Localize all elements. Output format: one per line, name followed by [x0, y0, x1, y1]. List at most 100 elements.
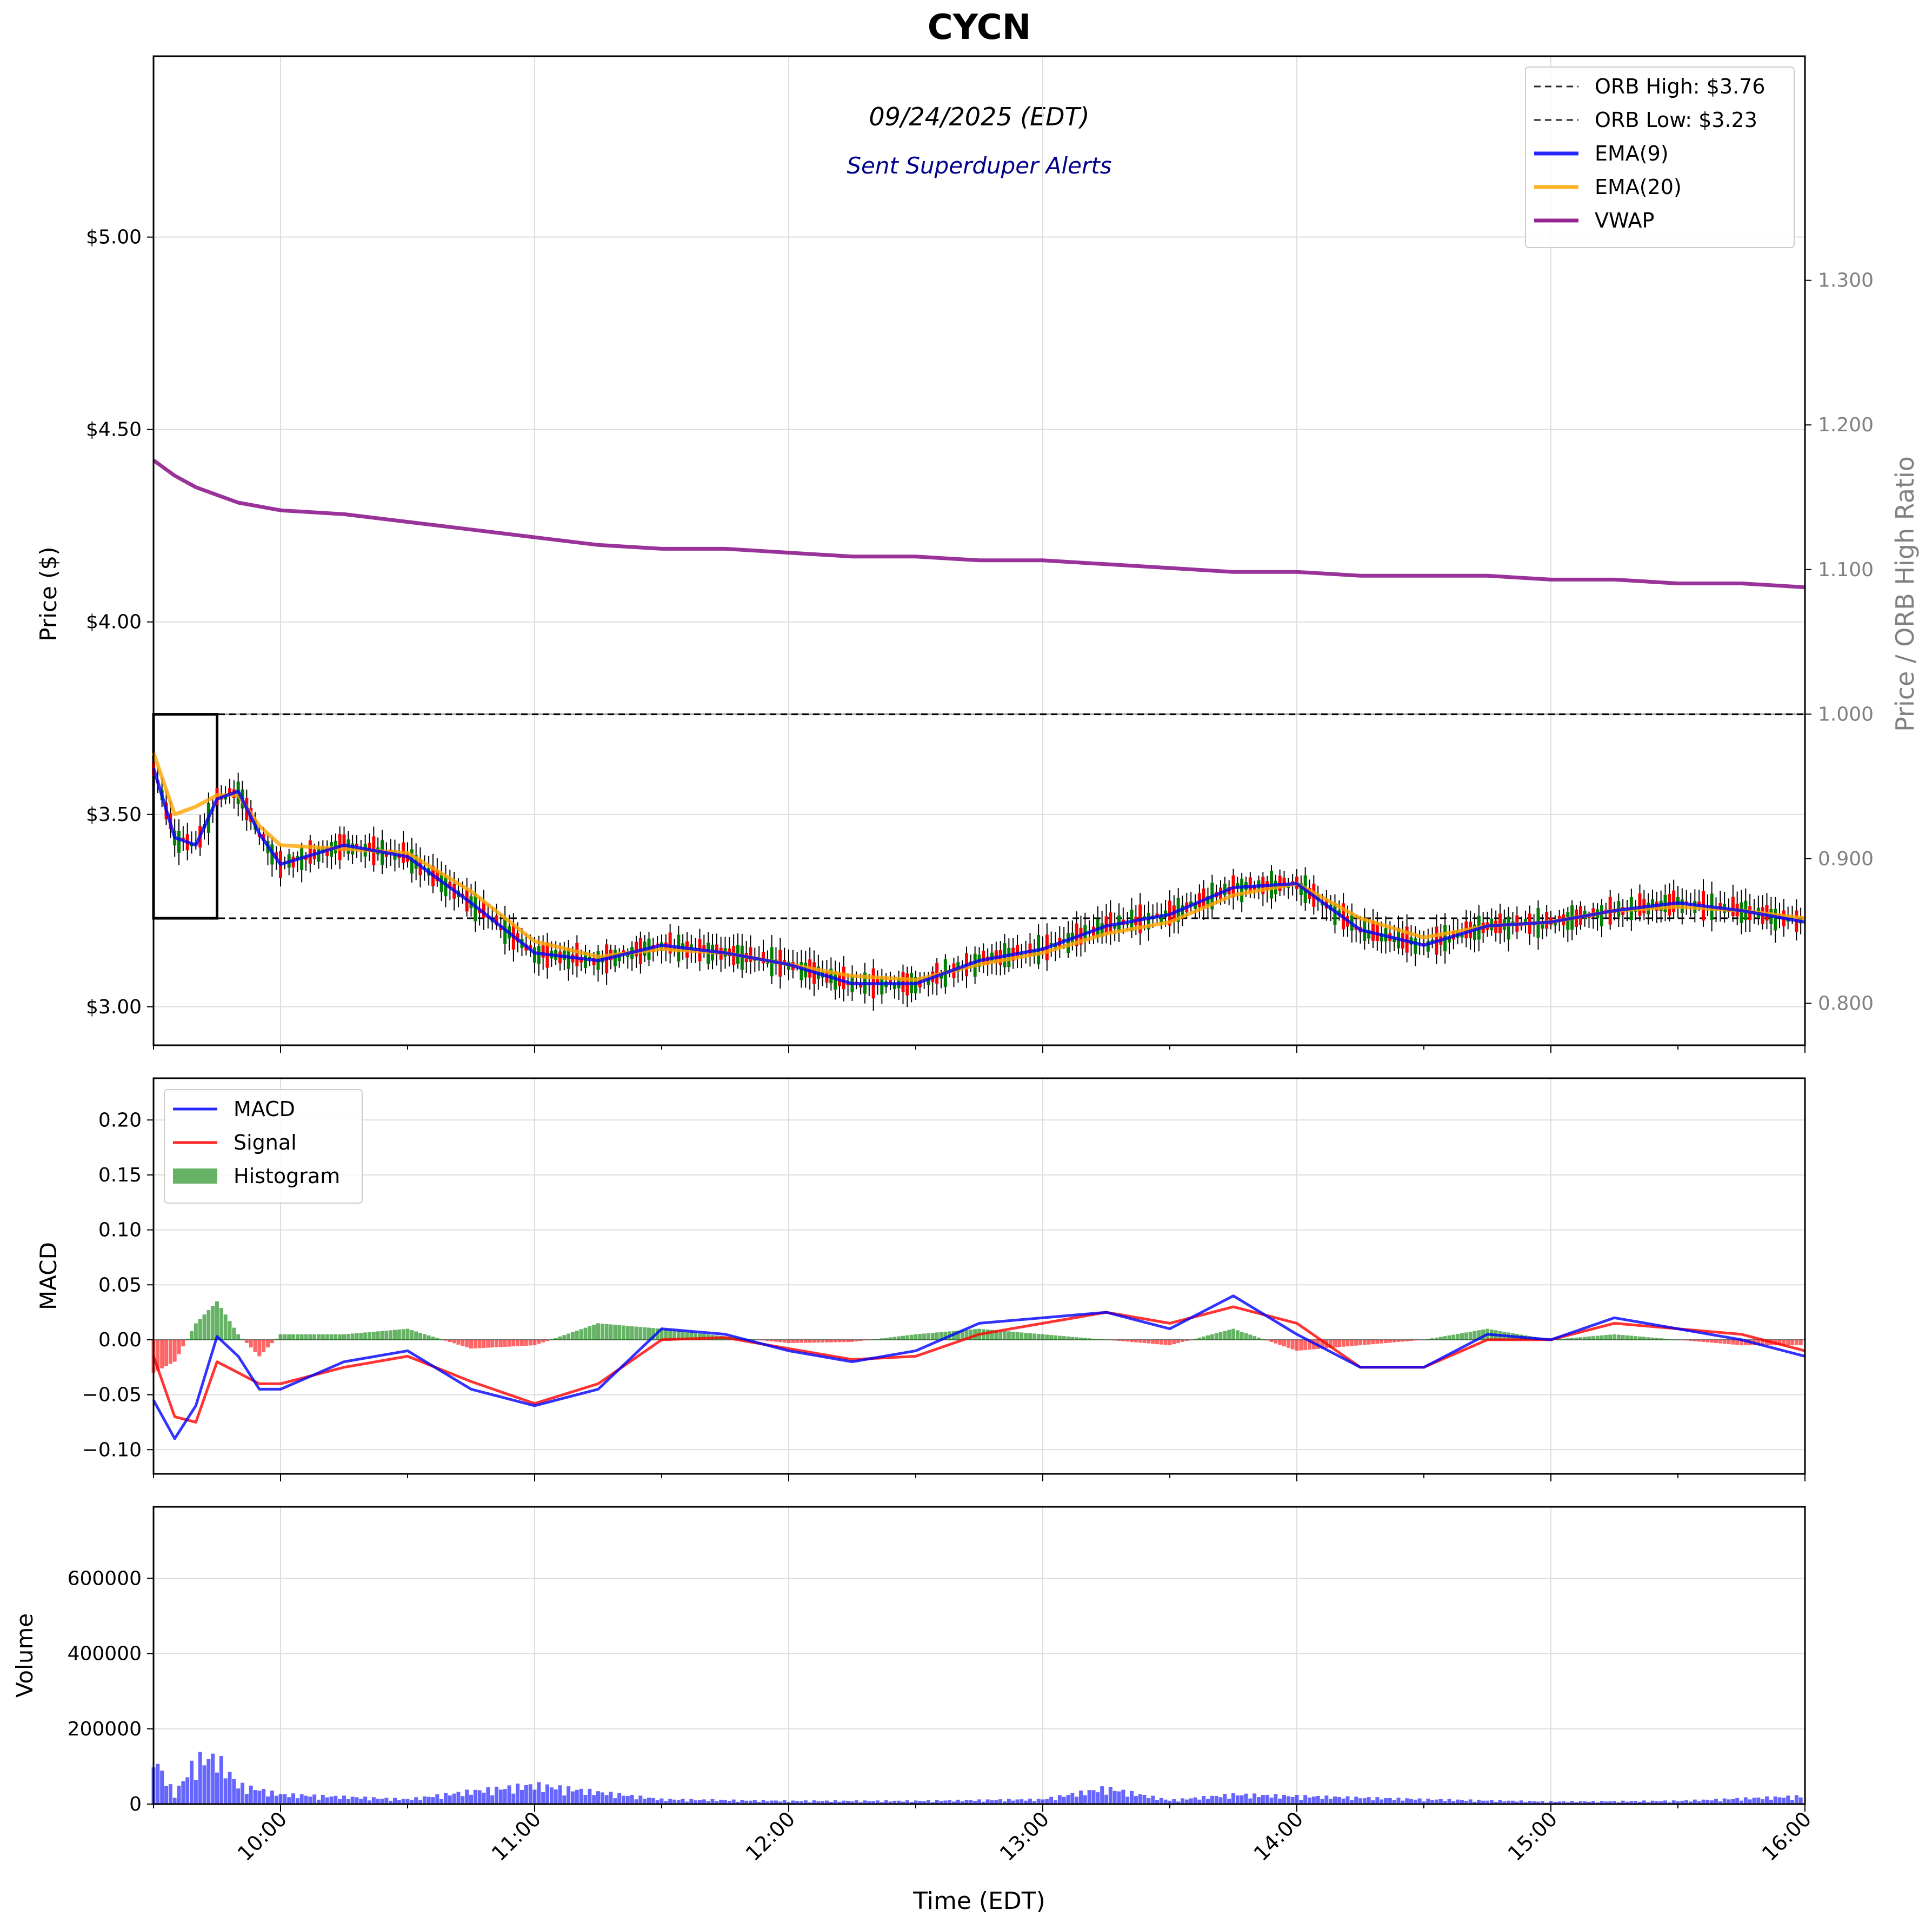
- volume-bar: [397, 1800, 401, 1804]
- volume-bar: [867, 1801, 871, 1804]
- macd-hist-bar: [1659, 1338, 1663, 1340]
- volume-bar: [1282, 1794, 1286, 1804]
- volume-bar: [1498, 1800, 1502, 1804]
- candle-body: [1299, 883, 1303, 895]
- volume-bar: [702, 1799, 706, 1804]
- macd-hist-bar: [1041, 1334, 1045, 1340]
- candle-body: [435, 870, 439, 881]
- volume-bar: [1223, 1793, 1227, 1804]
- candle-body: [448, 881, 452, 889]
- volume-bar: [1748, 1799, 1752, 1804]
- ema9-line: [152, 767, 1806, 986]
- volume-bar: [1706, 1799, 1710, 1804]
- macd-hist-bar: [1075, 1337, 1079, 1340]
- candle-body: [1600, 905, 1603, 926]
- macd-hist-bar: [1591, 1336, 1595, 1340]
- volume-bar: [1786, 1795, 1790, 1804]
- macd-hist-bar: [1761, 1339, 1765, 1346]
- volume-bar: [930, 1802, 935, 1804]
- volume-bar: [871, 1801, 876, 1804]
- macd-hist-bar: [495, 1339, 498, 1347]
- volume-bar: [503, 1789, 507, 1804]
- macd-hist-bar: [1701, 1339, 1706, 1342]
- candle-body: [1194, 903, 1197, 909]
- candle-body: [927, 977, 930, 985]
- macd-hist-bar: [1176, 1339, 1181, 1344]
- macd-hist-bar: [1142, 1339, 1147, 1344]
- volume-bar: [350, 1797, 355, 1804]
- volume-bar: [1426, 1798, 1430, 1804]
- volume-bar: [808, 1802, 812, 1804]
- volume-bar: [1634, 1801, 1638, 1804]
- macd-ytick-label: 0.20: [98, 1109, 142, 1131]
- volume-bar: [630, 1795, 634, 1804]
- macd-hist-bar: [1253, 1336, 1257, 1340]
- volume-bar: [1578, 1801, 1583, 1804]
- volume-bar: [1308, 1797, 1311, 1804]
- macd-hist-bar: [1710, 1339, 1714, 1343]
- volume-bar: [194, 1780, 198, 1804]
- macd-hist-bar: [304, 1334, 308, 1340]
- volume-bar: [1142, 1795, 1147, 1804]
- volume-bar: [1562, 1801, 1565, 1804]
- macd-hist-bar: [1798, 1339, 1803, 1346]
- macd-hist-bar: [1049, 1335, 1054, 1340]
- volume-bar: [1388, 1798, 1392, 1804]
- candle-body: [876, 979, 880, 984]
- candle-body: [1774, 909, 1777, 931]
- candle-body: [1160, 914, 1163, 923]
- volume-bar: [516, 1784, 520, 1804]
- candle-body: [1604, 910, 1608, 911]
- volume-bar: [1727, 1799, 1731, 1804]
- volume-bar: [698, 1800, 702, 1804]
- macd-hist-bar: [1367, 1339, 1371, 1345]
- volume-bar: [1028, 1798, 1032, 1804]
- macd-hist-bar: [596, 1323, 600, 1340]
- macd-hist-bar: [541, 1339, 545, 1343]
- volume-bar: [1062, 1797, 1066, 1804]
- volume-bar: [1384, 1798, 1388, 1804]
- volume-bar: [266, 1796, 270, 1804]
- macd-hist-bar: [1557, 1339, 1562, 1340]
- volume-bar: [985, 1799, 990, 1804]
- candle-body: [592, 958, 596, 966]
- volume-bar: [1070, 1793, 1075, 1804]
- macd-hist-bar: [1608, 1334, 1613, 1340]
- volume-bar: [1337, 1797, 1341, 1804]
- candle-body: [177, 831, 181, 853]
- macd-hist-bar: [1121, 1339, 1125, 1341]
- macd-hist-bar: [1663, 1338, 1667, 1340]
- volume-bar: [1451, 1801, 1456, 1804]
- macd-hist-bar: [211, 1305, 215, 1340]
- macd-hist-bar: [1613, 1334, 1616, 1340]
- macd-hist-bar: [1380, 1339, 1384, 1344]
- ratio-ytick-label: 1.100: [1818, 559, 1874, 581]
- legend-entry: EMA(9): [1595, 142, 1669, 165]
- macd-hist-bar: [342, 1334, 346, 1340]
- volume-bar: [1435, 1799, 1438, 1804]
- macd-hist-bar: [1130, 1339, 1134, 1342]
- volume-bar: [1777, 1797, 1782, 1804]
- macd-hist-bar: [384, 1330, 389, 1340]
- macd-hist-bar: [1240, 1332, 1244, 1340]
- candle-body: [1075, 923, 1078, 946]
- candle-body: [533, 947, 536, 963]
- macd-hist-bar: [338, 1334, 342, 1340]
- macd-hist-bar: [1473, 1331, 1477, 1340]
- macd-hist-bar: [490, 1339, 495, 1348]
- volume-bar: [1024, 1800, 1028, 1804]
- volume-bar: [821, 1801, 825, 1804]
- macd-hist-bar: [368, 1332, 371, 1340]
- volume-bar: [757, 1801, 761, 1804]
- volume-bar: [647, 1798, 651, 1804]
- macd-hist-bar: [172, 1339, 177, 1362]
- macd-hist-bar: [1565, 1338, 1570, 1340]
- volume-bar: [1358, 1798, 1362, 1804]
- macd-hist-bar: [1731, 1339, 1735, 1345]
- candle-body: [1414, 938, 1417, 954]
- volume-bar: [833, 1800, 837, 1804]
- volume-bar: [1091, 1790, 1096, 1804]
- volume-bar: [1151, 1795, 1155, 1804]
- volume-bar: [164, 1786, 168, 1804]
- macd-hist-bar: [1155, 1339, 1159, 1345]
